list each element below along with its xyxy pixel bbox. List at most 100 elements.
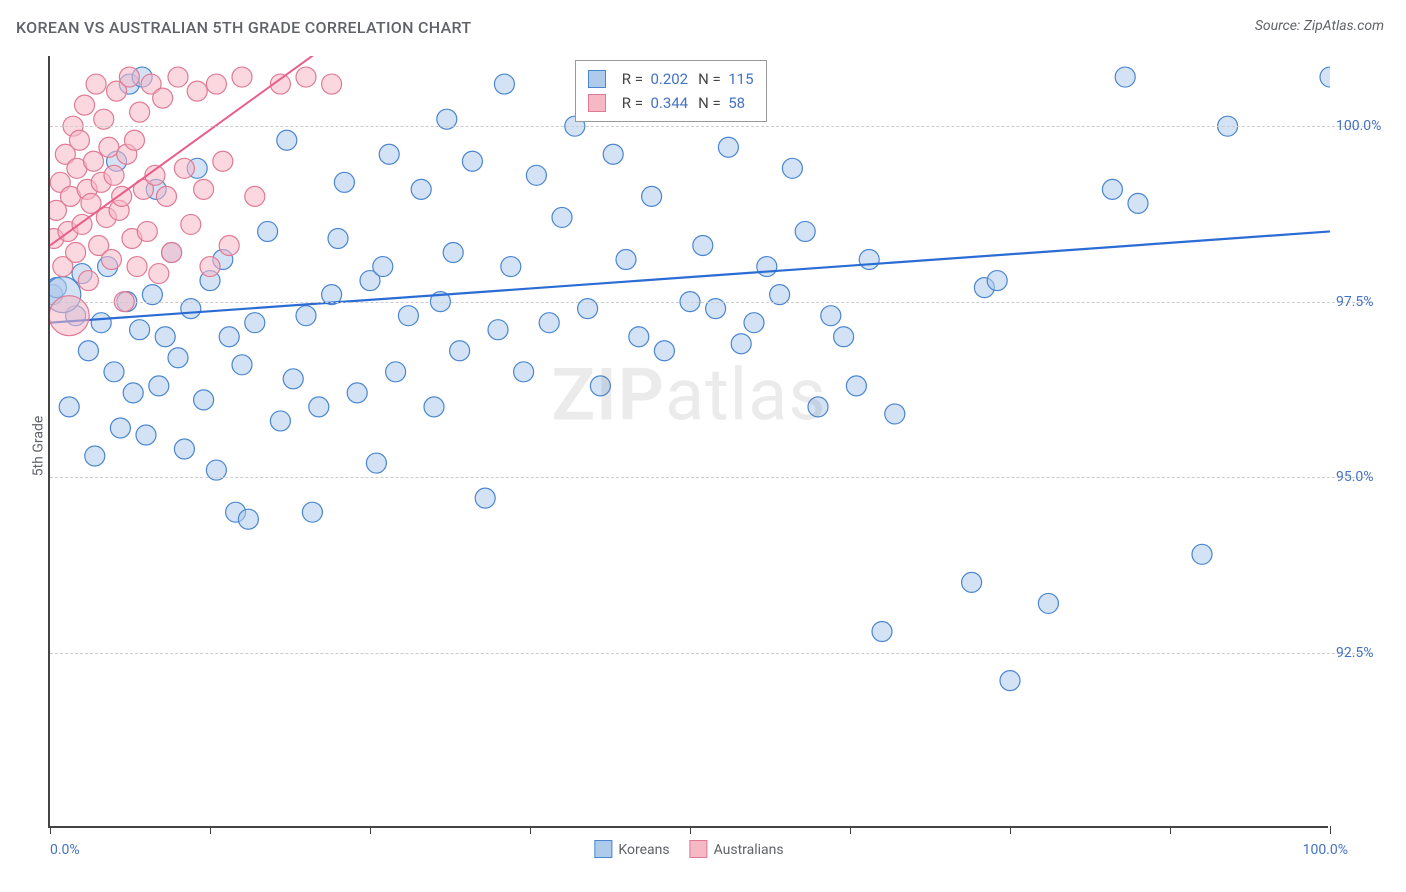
- data-point[interactable]: [526, 165, 546, 185]
- legend-item[interactable]: Koreans: [594, 840, 669, 858]
- data-point[interactable]: [462, 151, 482, 171]
- data-point[interactable]: [552, 207, 572, 227]
- data-point[interactable]: [475, 488, 495, 508]
- data-point[interactable]: [302, 502, 322, 522]
- data-point[interactable]: [130, 102, 150, 122]
- data-point[interactable]: [744, 313, 764, 333]
- data-point[interactable]: [821, 306, 841, 326]
- data-point[interactable]: [1128, 193, 1148, 213]
- data-point[interactable]: [84, 151, 104, 171]
- data-point[interactable]: [411, 179, 431, 199]
- data-point[interactable]: [127, 257, 147, 277]
- data-point[interactable]: [104, 362, 124, 382]
- data-point[interactable]: [1115, 67, 1135, 87]
- data-point[interactable]: [245, 186, 265, 206]
- data-point[interactable]: [232, 67, 252, 87]
- data-point[interactable]: [174, 439, 194, 459]
- data-point[interactable]: [136, 425, 156, 445]
- data-point[interactable]: [731, 334, 751, 354]
- data-point[interactable]: [155, 327, 175, 347]
- data-point[interactable]: [366, 453, 386, 473]
- data-point[interactable]: [206, 74, 226, 94]
- data-point[interactable]: [309, 397, 329, 417]
- data-point[interactable]: [59, 397, 79, 417]
- data-point[interactable]: [962, 572, 982, 592]
- data-point[interactable]: [398, 306, 418, 326]
- data-point[interactable]: [200, 257, 220, 277]
- data-point[interactable]: [322, 74, 342, 94]
- data-point[interactable]: [194, 179, 214, 199]
- data-point[interactable]: [885, 404, 905, 424]
- legend-item[interactable]: Australians: [690, 840, 784, 858]
- data-point[interactable]: [987, 271, 1007, 291]
- data-point[interactable]: [162, 243, 182, 263]
- data-point[interactable]: [104, 165, 124, 185]
- data-point[interactable]: [424, 397, 444, 417]
- data-point[interactable]: [258, 221, 278, 241]
- data-point[interactable]: [846, 376, 866, 396]
- data-point[interactable]: [168, 67, 188, 87]
- data-point[interactable]: [277, 130, 297, 150]
- data-point[interactable]: [872, 621, 892, 641]
- data-point[interactable]: [78, 341, 98, 361]
- data-point[interactable]: [283, 369, 303, 389]
- data-point[interactable]: [450, 341, 470, 361]
- data-point[interactable]: [296, 67, 316, 87]
- data-point[interactable]: [629, 327, 649, 347]
- data-point[interactable]: [66, 243, 86, 263]
- data-point[interactable]: [153, 88, 173, 108]
- data-point[interactable]: [194, 390, 214, 410]
- data-point[interactable]: [718, 137, 738, 157]
- data-point[interactable]: [149, 264, 169, 284]
- data-point[interactable]: [123, 383, 143, 403]
- data-point[interactable]: [1192, 544, 1212, 564]
- data-point[interactable]: [386, 362, 406, 382]
- data-point[interactable]: [834, 327, 854, 347]
- data-point[interactable]: [187, 81, 207, 101]
- data-point[interactable]: [149, 376, 169, 396]
- data-point[interactable]: [219, 327, 239, 347]
- data-point[interactable]: [99, 137, 119, 157]
- data-point[interactable]: [494, 74, 514, 94]
- data-point[interactable]: [69, 130, 89, 150]
- data-point[interactable]: [347, 383, 367, 403]
- data-point[interactable]: [782, 158, 802, 178]
- data-point[interactable]: [795, 221, 815, 241]
- data-point[interactable]: [1000, 671, 1020, 691]
- data-point[interactable]: [616, 250, 636, 270]
- data-point[interactable]: [443, 243, 463, 263]
- data-point[interactable]: [232, 355, 252, 375]
- data-point[interactable]: [181, 214, 201, 234]
- data-point[interactable]: [539, 313, 559, 333]
- data-point[interactable]: [85, 446, 105, 466]
- data-point[interactable]: [1038, 593, 1058, 613]
- data-point[interactable]: [514, 362, 534, 382]
- data-point[interactable]: [130, 320, 150, 340]
- data-point[interactable]: [328, 228, 348, 248]
- data-point[interactable]: [379, 144, 399, 164]
- data-point[interactable]: [501, 257, 521, 277]
- data-point[interactable]: [270, 411, 290, 431]
- data-point[interactable]: [110, 418, 130, 438]
- data-point[interactable]: [78, 271, 98, 291]
- data-point[interactable]: [808, 397, 828, 417]
- data-point[interactable]: [91, 313, 111, 333]
- data-point[interactable]: [245, 313, 265, 333]
- data-point[interactable]: [156, 186, 176, 206]
- data-point[interactable]: [219, 235, 239, 255]
- data-point[interactable]: [213, 151, 233, 171]
- data-point[interactable]: [859, 250, 879, 270]
- data-point[interactable]: [590, 376, 610, 396]
- data-point[interactable]: [642, 186, 662, 206]
- data-point[interactable]: [334, 172, 354, 192]
- data-point[interactable]: [1320, 67, 1330, 87]
- data-point[interactable]: [603, 144, 623, 164]
- data-point[interactable]: [296, 306, 316, 326]
- data-point[interactable]: [168, 348, 188, 368]
- data-point[interactable]: [654, 341, 674, 361]
- data-point[interactable]: [75, 95, 95, 115]
- data-point[interactable]: [119, 67, 139, 87]
- data-point[interactable]: [86, 74, 106, 94]
- data-point[interactable]: [137, 221, 157, 241]
- data-point[interactable]: [238, 509, 258, 529]
